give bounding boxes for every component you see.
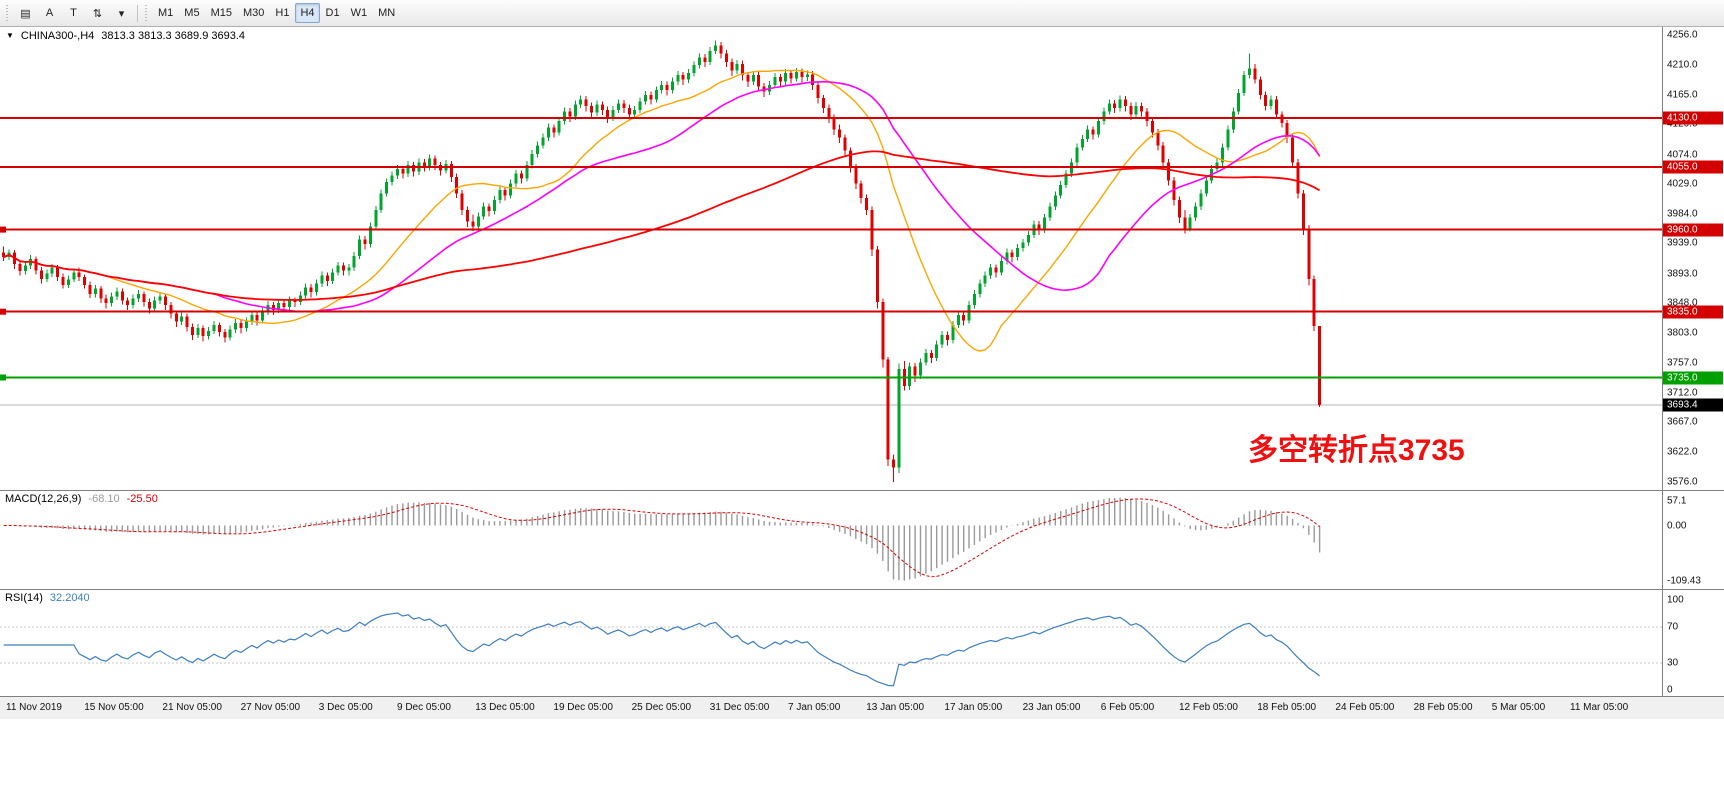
rsi-scale[interactable]: 100 70 30 0 xyxy=(1662,590,1724,696)
time-axis-label: 6 Feb 05:00 xyxy=(1100,702,1155,713)
macd-label: MACD(12,26,9) -68.10 -25.50 xyxy=(5,493,158,505)
toolbar-grip[interactable] xyxy=(6,5,11,21)
empty-area xyxy=(0,719,1724,787)
time-axis-label: 9 Dec 05:00 xyxy=(397,702,451,713)
timeframe-d1-button[interactable]: D1 xyxy=(325,7,340,19)
time-axis-label: 17 Jan 05:00 xyxy=(944,702,1003,713)
timeframe-h1-button[interactable]: H1 xyxy=(275,7,290,19)
rsi-chart xyxy=(0,612,1662,687)
main-chart-row: ▼ CHINA300-,H4 3813.3 3813.3 3689.9 3693… xyxy=(0,27,1724,490)
rsi-label: RSI(14) 32.2040 xyxy=(5,592,90,604)
price-tick-label: 3757.0 xyxy=(1667,357,1698,369)
macd-scale[interactable]: 57.1 0.00 -109.43 xyxy=(1662,491,1724,589)
rsi-plot[interactable]: RSI(14) 32.2040 xyxy=(0,590,1662,696)
rsi-scale-label: 70 xyxy=(1667,621,1679,633)
text-tool-button[interactable]: T xyxy=(70,7,77,19)
time-axis-label: 11 Nov 2019 xyxy=(6,702,62,713)
chart-bars-button[interactable]: ▤ xyxy=(20,7,31,20)
timeframe-w1-button[interactable]: W1 xyxy=(350,7,368,19)
rsi-title: RSI(14) xyxy=(5,592,43,604)
toolbar-left-group: ▤ A T ⇅ ▾ xyxy=(14,3,133,23)
dropdown-caret-button[interactable]: ▾ xyxy=(118,7,125,20)
time-axis-label: 7 Jan 05:00 xyxy=(788,702,841,713)
macd-signal-value: -25.50 xyxy=(126,493,158,505)
level-price-tag: 3960.0 xyxy=(1663,223,1723,237)
candlestick-chart[interactable] xyxy=(0,27,1662,490)
time-scale[interactable]: 11 Nov 2019 15 Nov 05:00 21 Nov 05:00 27 No… xyxy=(0,696,1724,719)
price-tick-label: 3984.0 xyxy=(1667,208,1698,220)
price-tick-label: 3576.0 xyxy=(1667,476,1698,488)
level-price-tag: 4130.0 xyxy=(1663,111,1723,125)
macd-scale-label: 0.00 xyxy=(1667,520,1687,531)
chart-window: ▼ CHINA300-,H4 3813.3 3813.3 3689.9 3693… xyxy=(0,27,1724,787)
timeframe-group: M1 M5 M15 M30 H1 H4 D1 W1 MN xyxy=(153,3,400,23)
time-axis-label: 13 Jan 05:00 xyxy=(866,702,925,713)
turning-point-annotation: 多空转折点3735 xyxy=(1248,434,1465,467)
rsi-panel: RSI(14) 32.2040 100 70 30 0 xyxy=(0,589,1724,696)
price-tick-label: 3667.0 xyxy=(1667,416,1698,428)
macd-scale-label: 57.1 xyxy=(1667,495,1687,507)
price-tick-label: 3893.0 xyxy=(1667,268,1698,280)
last-price-tag: 3693.4 xyxy=(1663,398,1723,412)
price-tick-label: 3622.0 xyxy=(1667,446,1698,458)
macd-title: MACD(12,26,9) xyxy=(5,493,82,505)
time-axis-label: 27 Nov 05:00 xyxy=(240,702,301,713)
price-tick-label: 4029.0 xyxy=(1667,178,1698,190)
time-axis-label: 19 Dec 05:00 xyxy=(553,702,613,713)
time-axis-label: 24 Feb 05:00 xyxy=(1335,702,1395,713)
cursor-mode-button[interactable]: A xyxy=(45,7,54,19)
time-axis-label: 21 Nov 05:00 xyxy=(162,702,222,713)
time-axis-label: 15 Nov 05:00 xyxy=(84,702,144,713)
chart-title: ▼ CHINA300-,H4 3813.3 3813.3 3689.9 3693… xyxy=(6,30,245,42)
timeframe-m1-button[interactable]: M1 xyxy=(158,7,174,19)
rsi-scale-label: 0 xyxy=(1667,684,1673,696)
shift-arrows-button[interactable]: ⇅ xyxy=(92,7,103,20)
timeframe-m5-button[interactable]: M5 xyxy=(184,7,200,19)
time-axis-label: 25 Dec 05:00 xyxy=(631,702,692,713)
macd-panel: MACD(12,26,9) -68.10 -25.50 57.1 0.00 -109… xyxy=(0,490,1724,589)
price-tick-label: 3803.0 xyxy=(1667,327,1698,339)
price-tick-label: 3939.0 xyxy=(1667,237,1698,249)
rsi-scale-label: 30 xyxy=(1667,657,1679,669)
price-tick-label: 3712.0 xyxy=(1667,387,1698,399)
timeframe-h4-button[interactable]: H4 xyxy=(295,3,320,23)
symbol-timeframe-label: CHINA300-,H4 xyxy=(20,30,95,42)
time-axis-label: 5 Mar 05:00 xyxy=(1491,702,1546,713)
time-axis-label: 11 Mar 05:00 xyxy=(1570,702,1629,713)
time-axis-label: 12 Feb 05:00 xyxy=(1179,702,1238,713)
price-scale[interactable]: 4256.0 4210.0 4165.0 4120.0 4074.0 4029.0 3984… xyxy=(1662,27,1724,490)
toolbar-separator xyxy=(137,4,138,22)
time-axis-label: 13 Dec 05:00 xyxy=(475,702,535,713)
macd-main-value: -68.10 xyxy=(88,493,120,505)
price-tick-label: 4120.0 xyxy=(1667,118,1698,130)
macd-scale-label: -109.43 xyxy=(1667,575,1701,587)
time-axis-label: 18 Feb 05:00 xyxy=(1257,702,1317,713)
rsi-value: 32.2040 xyxy=(49,592,90,604)
macd-chart xyxy=(3,497,1321,581)
ohlc-readout: 3813.3 3813.3 3689.9 3693.4 xyxy=(101,30,246,42)
toolbar-grip[interactable] xyxy=(145,5,150,21)
timeframe-m30-button[interactable]: M30 xyxy=(242,7,265,19)
time-axis-label: 3 Dec 05:00 xyxy=(318,702,373,713)
macd-plot[interactable]: MACD(12,26,9) -68.10 -25.50 xyxy=(0,491,1662,589)
level-price-tag: 3835.0 xyxy=(1663,305,1723,319)
price-tick-label: 4165.0 xyxy=(1667,89,1698,101)
level-price-tag: 4055.0 xyxy=(1663,160,1723,174)
symbol-dropdown-icon[interactable]: ▼ xyxy=(6,31,14,40)
timeframe-m15-button[interactable]: M15 xyxy=(210,7,232,19)
timeframe-mn-button[interactable]: MN xyxy=(378,7,396,19)
price-tick-label: 3848.0 xyxy=(1667,297,1698,309)
price-tick-label: 4210.0 xyxy=(1667,59,1698,71)
rsi-scale-label: 100 xyxy=(1667,594,1684,606)
time-axis-label: 31 Dec 05:00 xyxy=(709,702,770,713)
price-tick-label: 4074.0 xyxy=(1667,149,1698,161)
time-axis-label: 28 Feb 05:00 xyxy=(1413,702,1473,713)
main-chart-plot[interactable]: ▼ CHINA300-,H4 3813.3 3813.3 3689.9 3693… xyxy=(0,27,1662,490)
time-axis-label: 23 Jan 05:00 xyxy=(1022,702,1081,713)
level-price-tag: 3735.0 xyxy=(1663,371,1723,384)
main-toolbar: ▤ A T ⇅ ▾ M1 M5 M15 M30 H1 H4 D1 W1 MN xyxy=(0,0,1724,27)
price-tick-label: 4256.0 xyxy=(1667,29,1698,41)
